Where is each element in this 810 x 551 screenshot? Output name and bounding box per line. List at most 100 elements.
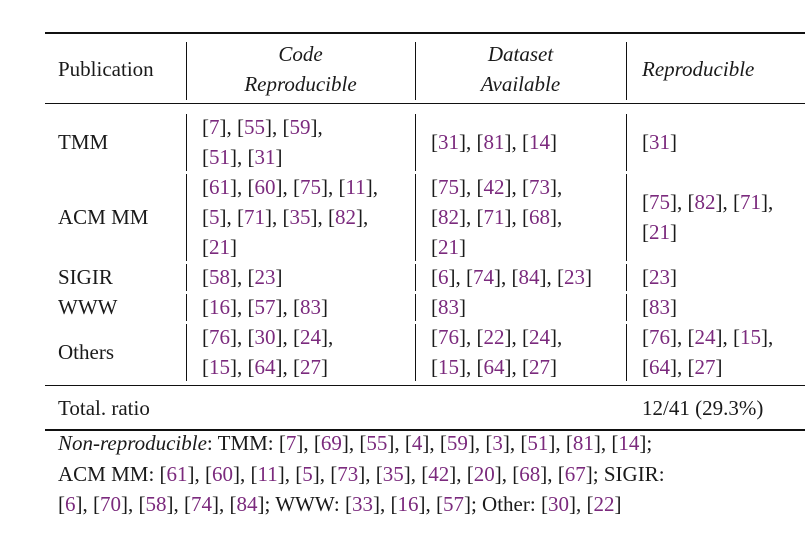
citation: 68 [519, 461, 541, 486]
citation: 11 [257, 461, 278, 486]
cell-line: [5], [71], [35], [82], [202, 205, 369, 229]
header-cell: Code Reproducible [186, 34, 415, 103]
cell-line: [31] [642, 130, 677, 154]
cell-line: [75], [42], [73], [431, 175, 563, 199]
citation: 83 [649, 295, 670, 319]
column-divider [626, 294, 627, 321]
citation: 60 [254, 175, 276, 199]
header-rule [45, 103, 805, 104]
citation: 74 [191, 492, 212, 516]
top-rule [45, 32, 805, 34]
citation: 74 [473, 265, 494, 289]
citation: 82 [438, 205, 459, 229]
citation: 22 [483, 325, 505, 349]
header-text: Dataset [487, 41, 554, 66]
citation: 75 [438, 175, 459, 199]
citation: 24 [529, 325, 550, 349]
column-divider [626, 114, 627, 171]
citation: 7 [285, 431, 297, 455]
citation: 16 [209, 295, 230, 319]
citation: 21 [438, 235, 459, 259]
cell-line: [21] [202, 235, 237, 259]
citation: 11 [345, 175, 366, 199]
cell-line: [16], [57], [83] [202, 295, 328, 319]
citation: 4 [411, 431, 423, 455]
footnote-text: ACM MM: [61], [60], [11], [5], [73], [35… [58, 461, 665, 486]
cell: [23] [642, 262, 677, 292]
column-divider [186, 324, 187, 381]
row-label: Others [58, 322, 114, 382]
citation: 83 [300, 295, 321, 319]
cell: [61], [60], [75], [11], [5], [71], [35], … [202, 172, 378, 262]
cell-line: [15], [64], [27] [202, 355, 328, 379]
citation: 21 [209, 235, 230, 259]
footnote-text: [6], [70], [58], [74], [84]; WWW: [33], … [58, 492, 622, 516]
column-divider [415, 264, 416, 291]
cell-line: [58], [23] [202, 265, 283, 289]
citation: 84 [518, 265, 540, 289]
cell-line: [64], [27] [642, 355, 723, 379]
bottom-rule [45, 429, 805, 431]
footnote-line: [6], [70], [58], [74], [84]; WWW: [33], … [58, 489, 621, 519]
cell-line: [76], [30], [24], [202, 325, 334, 349]
citation: 75 [649, 190, 670, 214]
cell: [76], [24], [15], [64], [27] [642, 322, 773, 382]
cell: [83] [642, 292, 677, 322]
citation: 35 [289, 205, 311, 229]
total-label: Total. ratio [58, 396, 150, 420]
citation: 59 [289, 115, 311, 139]
cell: [75], [82], [71], [21] [642, 172, 773, 262]
citation: 31 [649, 130, 670, 154]
column-divider [415, 294, 416, 321]
citation: 84 [236, 492, 258, 516]
row-label-text: SIGIR [58, 265, 113, 289]
citation: 15 [438, 355, 459, 379]
citation: 55 [244, 115, 265, 139]
citation: 3 [492, 431, 503, 455]
column-divider [186, 294, 187, 321]
citation: 5 [302, 461, 313, 486]
citation: 71 [244, 205, 265, 229]
citation: 59 [446, 431, 468, 455]
cell-line: [51], [31] [202, 145, 283, 169]
citation: 15 [740, 325, 761, 349]
citation: 57 [254, 295, 276, 319]
row-label: WWW [58, 292, 117, 322]
citation: 6 [438, 265, 449, 289]
cell: [31], [81], [14] [431, 112, 557, 172]
citation: 81 [572, 431, 594, 455]
cell-line: [6], [74], [84], [23] [431, 265, 592, 289]
citation: 14 [618, 431, 640, 455]
citation: 23 [649, 265, 670, 289]
citation: 51 [527, 431, 549, 455]
column-divider [626, 264, 627, 291]
column-divider [186, 174, 187, 261]
cell-line: [75], [82], [71], [642, 190, 774, 214]
footnote-text: : TMM: [7], [69], [55], [4], [59], [3], … [206, 431, 653, 455]
column-divider [626, 324, 627, 381]
citation: 58 [209, 265, 230, 289]
citation: 33 [351, 492, 373, 516]
cell-line: [15], [64], [27] [431, 355, 557, 379]
citation: 73 [529, 175, 550, 199]
cell-line: [83] [431, 295, 466, 319]
citation: 31 [254, 145, 276, 169]
cell-line: [76], [22], [24], [431, 325, 563, 349]
citation: 20 [473, 461, 495, 486]
cell: [76], [30], [24], [15], [64], [27] [202, 322, 333, 382]
citation: 24 [694, 325, 716, 349]
citation: 6 [65, 492, 76, 516]
citation: 57 [442, 492, 464, 516]
citation: 81 [483, 130, 505, 154]
row-label: SIGIR [58, 262, 113, 292]
citation: 82 [335, 205, 356, 229]
header-text: Publication [58, 56, 154, 81]
citation: 61 [209, 175, 230, 199]
citation: 24 [300, 325, 321, 349]
header-cell: Reproducible [642, 34, 754, 103]
citation: 51 [209, 145, 230, 169]
citation: 30 [254, 325, 276, 349]
row-label-text: WWW [58, 295, 118, 319]
citation: 58 [145, 492, 167, 516]
